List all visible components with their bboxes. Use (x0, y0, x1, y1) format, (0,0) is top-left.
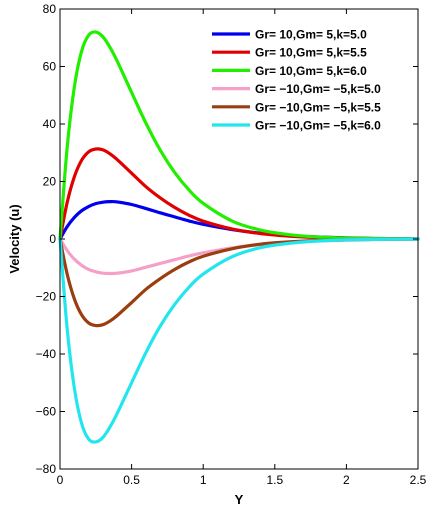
x-axis: 0 0.5 1 1.5 2 2.5 (57, 9, 427, 487)
x-axis-label: Y (235, 492, 244, 507)
legend: Gr= 10,Gm= 5,k=5.0 Gr= 10,Gm= 5,k=5.5 Gr= … (212, 28, 381, 133)
y-axis: −80 −60 −40 −20 0 20 40 60 80 (36, 2, 418, 476)
y-tick-label: 40 (43, 117, 57, 131)
x-tick-label: 1 (200, 473, 207, 487)
y-tick-label: 20 (43, 175, 57, 189)
x-tick-label: 0.5 (123, 473, 140, 487)
y-tick-label: 0 (49, 232, 56, 246)
legend-label-2: Gr= 10,Gm= 5,k=5.5 (255, 46, 367, 60)
y-tick-label: −80 (36, 462, 57, 476)
y-axis-label: Velocity (u) (7, 204, 22, 273)
y-tick-label: 60 (43, 60, 57, 74)
y-tick-label: −20 (36, 290, 57, 304)
series-line-3 (58, 30, 420, 241)
legend-label-5: Gr= −10,Gm= −5,k=5.5 (255, 100, 381, 114)
legend-label-3: Gr= 10,Gm= 5,k=6.0 (255, 64, 367, 78)
x-tick-label: 1.5 (266, 473, 283, 487)
legend-label-6: Gr= −10,Gm= −5,k=6.0 (255, 119, 381, 133)
series-lines (58, 30, 420, 444)
y-tick-label: −60 (36, 405, 57, 419)
y-tick-label: 80 (43, 2, 57, 16)
x-tick-label: 2 (343, 473, 350, 487)
series-line-6 (58, 237, 420, 444)
legend-label-4: Gr= −10,Gm= −5,k=5.0 (255, 82, 381, 96)
x-tick-label: 2.5 (410, 473, 427, 487)
y-tick-label: −40 (36, 347, 57, 361)
legend-label-1: Gr= 10,Gm= 5,k=5.0 (255, 28, 367, 42)
x-tick-label: 0 (57, 473, 64, 487)
